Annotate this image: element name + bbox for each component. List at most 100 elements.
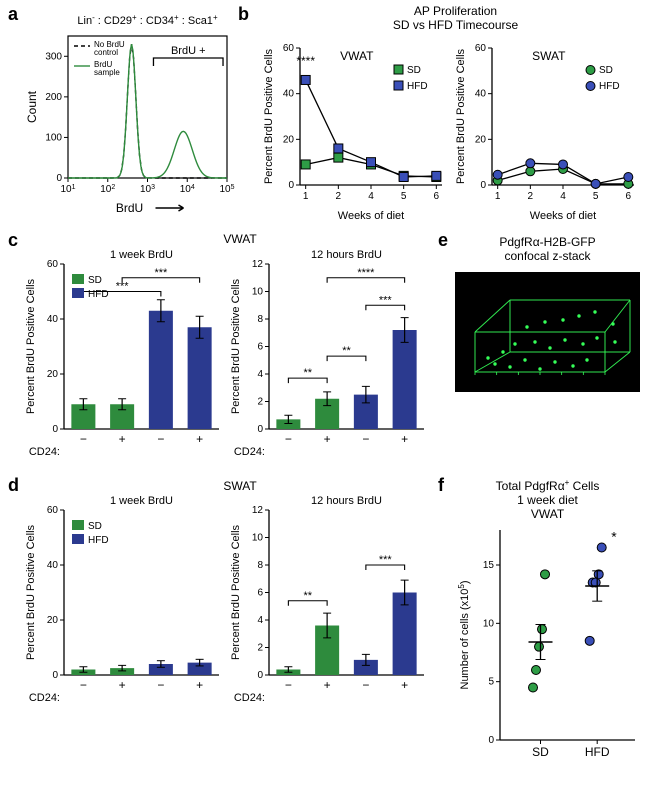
panel-d-left-bar-chart: 0 20 40 60 Percent BrdU Positive Cells 1 week… bbox=[20, 492, 225, 717]
svg-text:6: 6 bbox=[434, 191, 440, 202]
svg-text:SD: SD bbox=[88, 521, 102, 532]
svg-text:1: 1 bbox=[303, 191, 309, 202]
svg-text:2: 2 bbox=[257, 397, 263, 408]
svg-text:200: 200 bbox=[45, 92, 62, 103]
panel-b-vwat-chart: 020406012456Weeks of dietPercent BrdU Po… bbox=[258, 40, 448, 225]
svg-text:****: **** bbox=[357, 267, 375, 279]
svg-text:40: 40 bbox=[283, 89, 295, 100]
svg-text:VWAT: VWAT bbox=[340, 49, 374, 63]
svg-text:SD: SD bbox=[532, 745, 549, 759]
svg-text:6: 6 bbox=[257, 342, 263, 353]
svg-text:60: 60 bbox=[475, 43, 487, 54]
svg-text:104: 104 bbox=[180, 184, 195, 196]
svg-text:HFD: HFD bbox=[407, 81, 428, 92]
svg-text:12 hours BrdU: 12 hours BrdU bbox=[311, 249, 382, 261]
svg-text:20: 20 bbox=[475, 134, 487, 145]
svg-text:2: 2 bbox=[528, 191, 534, 202]
svg-text:Percent BrdU Positive Cells: Percent BrdU Positive Cells bbox=[230, 524, 242, 660]
svg-text:***: *** bbox=[379, 294, 393, 306]
svg-text:BrdU: BrdU bbox=[116, 201, 143, 215]
svg-text:0: 0 bbox=[52, 670, 58, 681]
svg-text:+: + bbox=[401, 678, 408, 692]
svg-text:***: *** bbox=[154, 267, 168, 279]
svg-text:−: − bbox=[157, 678, 164, 692]
panel-f-scatter-chart: 051015Number of cells (x105)SDHFD* bbox=[450, 520, 645, 770]
svg-text:4: 4 bbox=[560, 191, 566, 202]
svg-text:CD24:: CD24: bbox=[234, 692, 265, 704]
svg-text:1 week BrdU: 1 week BrdU bbox=[110, 495, 173, 507]
svg-text:12 hours BrdU: 12 hours BrdU bbox=[311, 495, 382, 507]
svg-text:60: 60 bbox=[283, 43, 295, 54]
panel-a-label: a bbox=[8, 4, 18, 25]
svg-text:HFD: HFD bbox=[88, 535, 109, 546]
svg-text:1: 1 bbox=[495, 191, 501, 202]
svg-text:*: * bbox=[611, 529, 617, 545]
panel-c-right-bar-chart: 024681012Percent BrdU Positive Cells12 h… bbox=[225, 246, 430, 471]
panel-b-label: b bbox=[238, 4, 249, 25]
svg-text:**: ** bbox=[303, 590, 312, 602]
svg-text:+: + bbox=[324, 678, 331, 692]
panel-d-title: SWAT bbox=[60, 479, 420, 493]
panel-b-swat-chart: 020406012456Weeks of dietPercent BrdU Po… bbox=[450, 40, 640, 225]
svg-text:Lin- : CD29+ : CD34+ : Sca1+: Lin- : CD29+ : CD34+ : Sca1+ bbox=[77, 13, 218, 28]
svg-text:HFD: HFD bbox=[599, 81, 620, 92]
svg-text:10: 10 bbox=[252, 287, 264, 298]
panel-e-confocal-image bbox=[455, 272, 640, 392]
svg-text:−: − bbox=[362, 678, 369, 692]
svg-text:Percent BrdU Positive Cells: Percent BrdU Positive Cells bbox=[25, 278, 37, 414]
svg-text:6: 6 bbox=[257, 588, 263, 599]
svg-text:40: 40 bbox=[475, 89, 487, 100]
svg-text:Percent BrdU Positive Cells: Percent BrdU Positive Cells bbox=[25, 524, 37, 660]
svg-text:101: 101 bbox=[60, 184, 75, 196]
svg-text:+: + bbox=[196, 678, 203, 692]
svg-text:10: 10 bbox=[483, 618, 495, 629]
svg-text:CD24:: CD24: bbox=[29, 446, 60, 458]
panel-e-label: e bbox=[438, 230, 448, 251]
panel-c-title: VWAT bbox=[60, 232, 420, 246]
svg-text:+: + bbox=[196, 432, 203, 446]
svg-text:**: ** bbox=[303, 367, 312, 379]
svg-text:5: 5 bbox=[488, 677, 494, 688]
svg-text:−: − bbox=[285, 678, 292, 692]
panel-d-label: d bbox=[8, 475, 19, 496]
svg-text:12: 12 bbox=[252, 259, 264, 270]
svg-text:Weeks of diet: Weeks of diet bbox=[338, 210, 404, 222]
svg-text:4: 4 bbox=[257, 369, 263, 380]
svg-text:+: + bbox=[324, 432, 331, 446]
svg-text:Number of cells (x105): Number of cells (x105) bbox=[457, 581, 472, 690]
svg-text:2: 2 bbox=[336, 191, 342, 202]
svg-text:20: 20 bbox=[47, 369, 59, 380]
svg-text:40: 40 bbox=[47, 314, 59, 325]
svg-text:Percent BrdU Positive Cells: Percent BrdU Positive Cells bbox=[455, 48, 467, 184]
panel-c-left-bar-chart: 0204060Percent BrdU Positive Cells1 week… bbox=[20, 246, 225, 471]
svg-text:−: − bbox=[80, 678, 87, 692]
svg-text:0: 0 bbox=[257, 424, 263, 435]
svg-text:12: 12 bbox=[252, 505, 264, 516]
svg-text:+: + bbox=[119, 432, 126, 446]
svg-text:4: 4 bbox=[368, 191, 374, 202]
svg-text:−: − bbox=[285, 432, 292, 446]
svg-text:100: 100 bbox=[45, 132, 62, 143]
svg-text:1 week BrdU: 1 week BrdU bbox=[110, 249, 173, 261]
panel-f-label: f bbox=[438, 475, 444, 496]
svg-text:103: 103 bbox=[140, 184, 155, 196]
svg-text:40: 40 bbox=[47, 560, 59, 571]
svg-text:SD: SD bbox=[407, 65, 421, 76]
svg-text:6: 6 bbox=[626, 191, 632, 202]
svg-text:−: − bbox=[362, 432, 369, 446]
svg-text:Count: Count bbox=[25, 90, 39, 123]
svg-text:8: 8 bbox=[257, 314, 263, 325]
svg-text:15: 15 bbox=[483, 560, 495, 571]
svg-text:0: 0 bbox=[288, 180, 294, 191]
svg-text:SWAT: SWAT bbox=[532, 49, 566, 63]
svg-text:8: 8 bbox=[257, 560, 263, 571]
svg-text:0: 0 bbox=[257, 670, 263, 681]
panel-c-label: c bbox=[8, 230, 18, 251]
svg-text:300: 300 bbox=[45, 51, 62, 62]
svg-text:60: 60 bbox=[47, 505, 59, 516]
svg-text:105: 105 bbox=[219, 184, 234, 196]
svg-text:20: 20 bbox=[47, 615, 59, 626]
svg-text:+: + bbox=[119, 678, 126, 692]
svg-text:0: 0 bbox=[488, 735, 494, 746]
svg-text:−: − bbox=[157, 432, 164, 446]
